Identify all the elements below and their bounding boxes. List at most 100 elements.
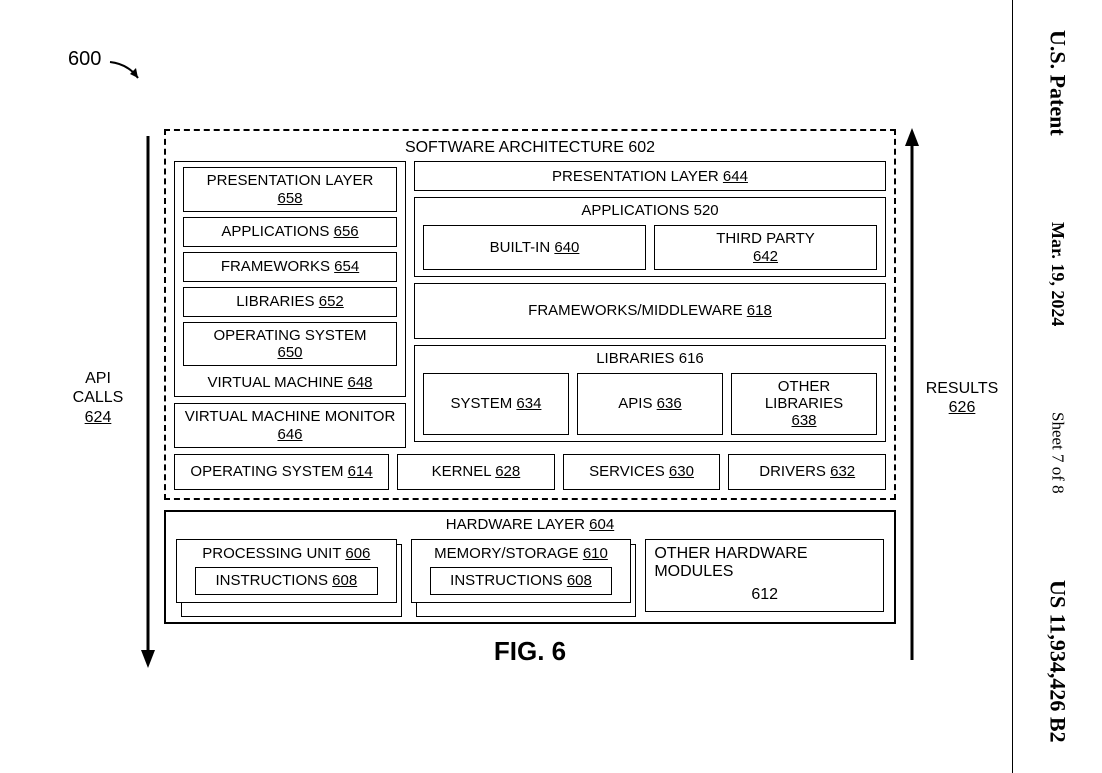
vm-label-text: VIRTUAL MACHINE <box>207 374 343 391</box>
virtual-machine-container: PRESENTATION LAYER 658 APPLICATIONS 656 … <box>174 161 406 397</box>
virtual-machine-monitor: VIRTUAL MACHINE MONITOR 646 <box>174 403 406 448</box>
pu-instructions: INSTRUCTIONS 608 <box>195 567 377 595</box>
libraries-title: LIBRARIES 616 <box>415 346 885 369</box>
presentation-num: 644 <box>723 168 748 185</box>
mem-instr-text: INSTRUCTIONS <box>450 572 563 589</box>
pu-text: PROCESSING UNIT <box>202 545 341 562</box>
vm-presentation-num: 658 <box>277 190 302 207</box>
libs-title-num: 616 <box>679 350 704 367</box>
vm-libs-text: LIBRARIES <box>236 293 314 310</box>
os-text: OPERATING SYSTEM <box>190 463 343 480</box>
down-arrow <box>136 128 160 668</box>
apis-text: APIS <box>618 395 652 412</box>
applications-title: APPLICATIONS 520 <box>415 198 885 221</box>
fw-text: FRAMEWORKS/MIDDLEWARE <box>528 302 742 319</box>
vm-column: PRESENTATION LAYER 658 APPLICATIONS 656 … <box>174 161 406 448</box>
hardware-row: PROCESSING UNIT 606 INSTRUCTIONS 608 MEM… <box>176 539 884 612</box>
vm-operating-system: OPERATING SYSTEM 650 <box>183 322 397 367</box>
drivers: DRIVERS 632 <box>728 454 886 490</box>
other-libs: OTHER LIBRARIES 638 <box>731 373 877 435</box>
results-label: RESULTS 626 <box>924 379 1000 417</box>
os-row: OPERATING SYSTEM 614 KERNEL 628 SERVICES… <box>174 454 886 490</box>
pu-num: 606 <box>345 545 370 562</box>
system-text: SYSTEM <box>451 395 513 412</box>
sidebar-patent: U.S. Patent <box>1045 30 1071 136</box>
vm-apps-text: APPLICATIONS <box>221 223 329 240</box>
vmm-text: VIRTUAL MACHINE MONITOR <box>185 408 396 425</box>
sidebar-docnum: US 11,934,426 B2 <box>1045 580 1071 743</box>
mem-text: MEMORY/STORAGE <box>434 545 578 562</box>
thirdparty-apps: THIRD PARTY 642 <box>654 225 877 270</box>
up-arrow <box>900 128 924 668</box>
patent-figure-page: U.S. Patent Mar. 19, 2024 Sheet 7 of 8 U… <box>0 0 1102 773</box>
hw-title-num: 604 <box>589 516 614 533</box>
figure-main: API CALLS 624 SOFTWARE ARCHITECTURE 602 <box>60 128 1000 668</box>
software-architecture-container: SOFTWARE ARCHITECTURE 602 PRESENTATION L… <box>164 129 896 500</box>
vm-presentation-text: PRESENTATION LAYER <box>207 172 374 189</box>
libs-subrow: SYSTEM 634 APIS 636 OTHER LIBRARIES 638 <box>415 369 885 441</box>
builtin-apps: BUILT-IN 640 <box>423 225 646 270</box>
builtin-text: BUILT-IN <box>490 239 551 256</box>
reference-arrow-icon <box>108 58 148 88</box>
vmm-num: 646 <box>277 426 302 443</box>
otherlibs-text: OTHER LIBRARIES <box>738 378 870 413</box>
drivers-num: 632 <box>830 463 855 480</box>
other-hw-num: 612 <box>751 586 778 604</box>
vm-fw-num: 654 <box>334 258 359 275</box>
software-architecture-title: SOFTWARE ARCHITECTURE 602 <box>174 137 886 161</box>
otherlibs-num: 638 <box>791 412 816 429</box>
arch-title-text: SOFTWARE ARCHITECTURE <box>405 139 624 156</box>
apis-libs: APIS 636 <box>577 373 723 435</box>
mem-instructions: INSTRUCTIONS 608 <box>430 567 612 595</box>
api-calls-text: API CALLS <box>60 369 136 407</box>
memory-storage: MEMORY/STORAGE 610 INSTRUCTIONS 608 <box>411 539 632 603</box>
api-calls-label: API CALLS 624 <box>60 369 136 427</box>
figure-caption: FIG. 6 <box>164 636 896 667</box>
vm-label-num: 648 <box>348 374 373 391</box>
reference-number-600: 600 <box>68 48 101 71</box>
arch-two-col: PRESENTATION LAYER 658 APPLICATIONS 656 … <box>174 161 886 448</box>
os-num: 614 <box>348 463 373 480</box>
fw-num: 618 <box>747 302 772 319</box>
vm-os-num: 650 <box>277 344 302 361</box>
results-text: RESULTS <box>924 379 1000 398</box>
hw-title-text: HARDWARE LAYER <box>446 516 585 533</box>
arrow-up-icon <box>902 128 922 668</box>
vm-presentation-layer: PRESENTATION LAYER 658 <box>183 167 397 212</box>
operating-system: OPERATING SYSTEM 614 <box>174 454 389 490</box>
mem-instr-num: 608 <box>567 572 592 589</box>
kernel: KERNEL 628 <box>397 454 555 490</box>
builtin-num: 640 <box>554 239 579 256</box>
services-text: SERVICES <box>589 463 665 480</box>
frameworks-middleware: FRAMEWORKS/MIDDLEWARE 618 <box>414 283 886 339</box>
libs-title-text: LIBRARIES <box>596 350 674 367</box>
libraries-container: LIBRARIES 616 SYSTEM 634 APIS 636 <box>414 345 886 442</box>
patent-sidebar: U.S. Patent Mar. 19, 2024 Sheet 7 of 8 U… <box>1012 0 1102 773</box>
services: SERVICES 630 <box>563 454 721 490</box>
hardware-layer-container: HARDWARE LAYER 604 PROCESSING UNIT 606 I… <box>164 510 896 624</box>
hardware-title: HARDWARE LAYER 604 <box>176 516 884 539</box>
vm-os-text: OPERATING SYSTEM <box>213 327 366 344</box>
mem-title: MEMORY/STORAGE 610 <box>434 545 608 562</box>
results-num: 626 <box>924 398 1000 417</box>
sidebar-sheet: Sheet 7 of 8 <box>1048 412 1068 494</box>
vm-fw-text: FRAMEWORKS <box>221 258 330 275</box>
processing-unit: PROCESSING UNIT 606 INSTRUCTIONS 608 <box>176 539 397 603</box>
pu-instr-num: 608 <box>332 572 357 589</box>
api-calls-num: 624 <box>60 408 136 427</box>
vm-label: VIRTUAL MACHINE 648 <box>175 372 405 396</box>
other-hw-text: OTHER HARDWARE MODULES <box>654 545 875 581</box>
system-num: 634 <box>516 395 541 412</box>
arrow-down-icon <box>138 128 158 668</box>
vm-libs-num: 652 <box>319 293 344 310</box>
kernel-text: KERNEL <box>432 463 491 480</box>
vm-frameworks: FRAMEWORKS 654 <box>183 252 397 282</box>
apis-num: 636 <box>657 395 682 412</box>
thirdparty-text: THIRD PARTY <box>716 230 815 247</box>
presentation-layer: PRESENTATION LAYER 644 <box>414 161 886 191</box>
pu-instr-text: INSTRUCTIONS <box>215 572 328 589</box>
vm-apps-num: 656 <box>334 223 359 240</box>
arch-title-num: 602 <box>628 139 655 156</box>
other-hardware-modules: OTHER HARDWARE MODULES 612 <box>645 539 884 612</box>
vm-stack: PRESENTATION LAYER 658 APPLICATIONS 656 … <box>175 162 405 372</box>
